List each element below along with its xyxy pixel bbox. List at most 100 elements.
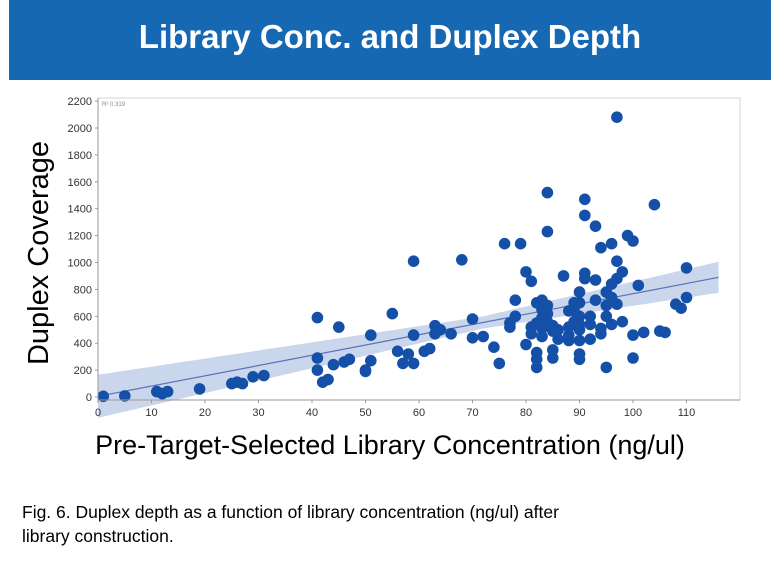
- x-tick-label: 0: [95, 407, 101, 419]
- y-axis-title: Duplex Coverage: [23, 140, 55, 366]
- data-point: [573, 297, 586, 309]
- data-point: [445, 328, 457, 340]
- data-point: [520, 266, 532, 278]
- caption-line-1: Fig. 6. Duplex depth as a function of li…: [22, 502, 559, 522]
- data-point: [589, 274, 602, 286]
- data-point: [365, 329, 377, 341]
- data-point: [547, 352, 559, 364]
- data-point: [386, 307, 399, 320]
- data-point: [509, 310, 522, 323]
- caption-line-2: library construction.: [22, 526, 174, 546]
- data-point: [573, 286, 586, 298]
- x-tick-label: 60: [413, 407, 425, 419]
- data-point: [627, 352, 639, 364]
- plot-area-frame: [97, 97, 741, 401]
- data-point: [466, 332, 479, 344]
- data-point: [327, 358, 340, 371]
- data-point: [322, 373, 334, 386]
- data-point: [391, 345, 404, 358]
- data-point: [488, 341, 500, 353]
- data-point: [541, 307, 554, 320]
- data-point: [434, 324, 447, 336]
- data-point: [632, 279, 645, 292]
- data-point: [573, 353, 586, 366]
- data-point: [627, 329, 639, 341]
- data-point: [311, 311, 324, 324]
- data-point: [659, 326, 671, 339]
- data-point: [616, 315, 629, 328]
- y-tick-label: 1800: [68, 150, 92, 162]
- data-point: [247, 371, 259, 383]
- data-point: [509, 294, 522, 306]
- data-point: [397, 357, 409, 370]
- data-point: [675, 302, 687, 314]
- figure-caption: Fig. 6. Duplex depth as a function of li…: [22, 500, 742, 548]
- x-tick-label: 30: [252, 407, 264, 419]
- data-point: [311, 352, 324, 364]
- data-point: [611, 298, 623, 310]
- data-point: [193, 383, 206, 395]
- data-point: [161, 385, 174, 398]
- data-point: [333, 321, 345, 333]
- data-point: [311, 364, 324, 376]
- data-point: [680, 262, 693, 274]
- data-point: [530, 353, 543, 366]
- data-point: [536, 330, 548, 343]
- data-point: [579, 193, 591, 206]
- data-point: [680, 291, 693, 304]
- data-point: [579, 272, 591, 285]
- data-point: [498, 237, 511, 250]
- data-point: [573, 310, 586, 323]
- data-point: [605, 237, 618, 250]
- y-tick-label: 1000: [68, 258, 92, 270]
- data-point: [627, 235, 639, 247]
- data-point: [525, 275, 538, 288]
- data-point: [119, 390, 131, 402]
- x-tick-label: 90: [573, 407, 585, 419]
- data-point: [563, 334, 575, 347]
- data-point: [637, 326, 650, 339]
- data-point: [530, 361, 543, 374]
- data-point: [466, 313, 479, 325]
- y-tick-label: 800: [74, 284, 92, 296]
- x-tick-label: 80: [520, 407, 532, 419]
- y-tick-label: 200: [74, 365, 92, 377]
- x-tick-label: 100: [624, 407, 642, 419]
- data-point: [595, 241, 607, 254]
- data-point: [600, 361, 613, 374]
- data-point: [589, 220, 602, 232]
- y-tick-label: 0: [86, 392, 92, 404]
- data-point: [552, 324, 564, 336]
- data-point: [514, 237, 527, 250]
- data-point: [648, 198, 661, 211]
- x-tick-label: 40: [306, 407, 318, 419]
- y-tick-label: 1600: [68, 177, 92, 189]
- data-point: [423, 342, 436, 355]
- data-point: [541, 186, 554, 199]
- data-point: [573, 334, 586, 347]
- x-tick-label: 20: [199, 407, 211, 419]
- data-point: [611, 111, 623, 123]
- data-point: [541, 225, 554, 238]
- y-tick-label: 2200: [68, 96, 92, 108]
- x-tick-label: 10: [145, 407, 157, 419]
- data-point: [584, 310, 596, 323]
- data-point: [407, 357, 420, 370]
- data-point: [520, 338, 532, 351]
- banner-title: Library Conc. and Duplex Depth: [138, 18, 642, 55]
- y-tick-label: 2000: [68, 123, 92, 135]
- data-point: [456, 254, 468, 266]
- data-point: [407, 329, 420, 341]
- data-point: [402, 348, 415, 360]
- title-banner: Library Conc. and Duplex Depth: [9, 0, 771, 80]
- r-squared-annotation: R² 0.319: [102, 102, 126, 108]
- data-point: [541, 299, 554, 312]
- data-point: [97, 390, 110, 403]
- x-tick-label: 70: [466, 407, 478, 419]
- data-point: [236, 377, 249, 390]
- y-tick-label: 1400: [68, 204, 92, 216]
- data-point: [552, 333, 564, 345]
- data-point: [365, 354, 377, 367]
- data-point: [573, 324, 586, 336]
- y-tick-label: 1200: [68, 231, 92, 243]
